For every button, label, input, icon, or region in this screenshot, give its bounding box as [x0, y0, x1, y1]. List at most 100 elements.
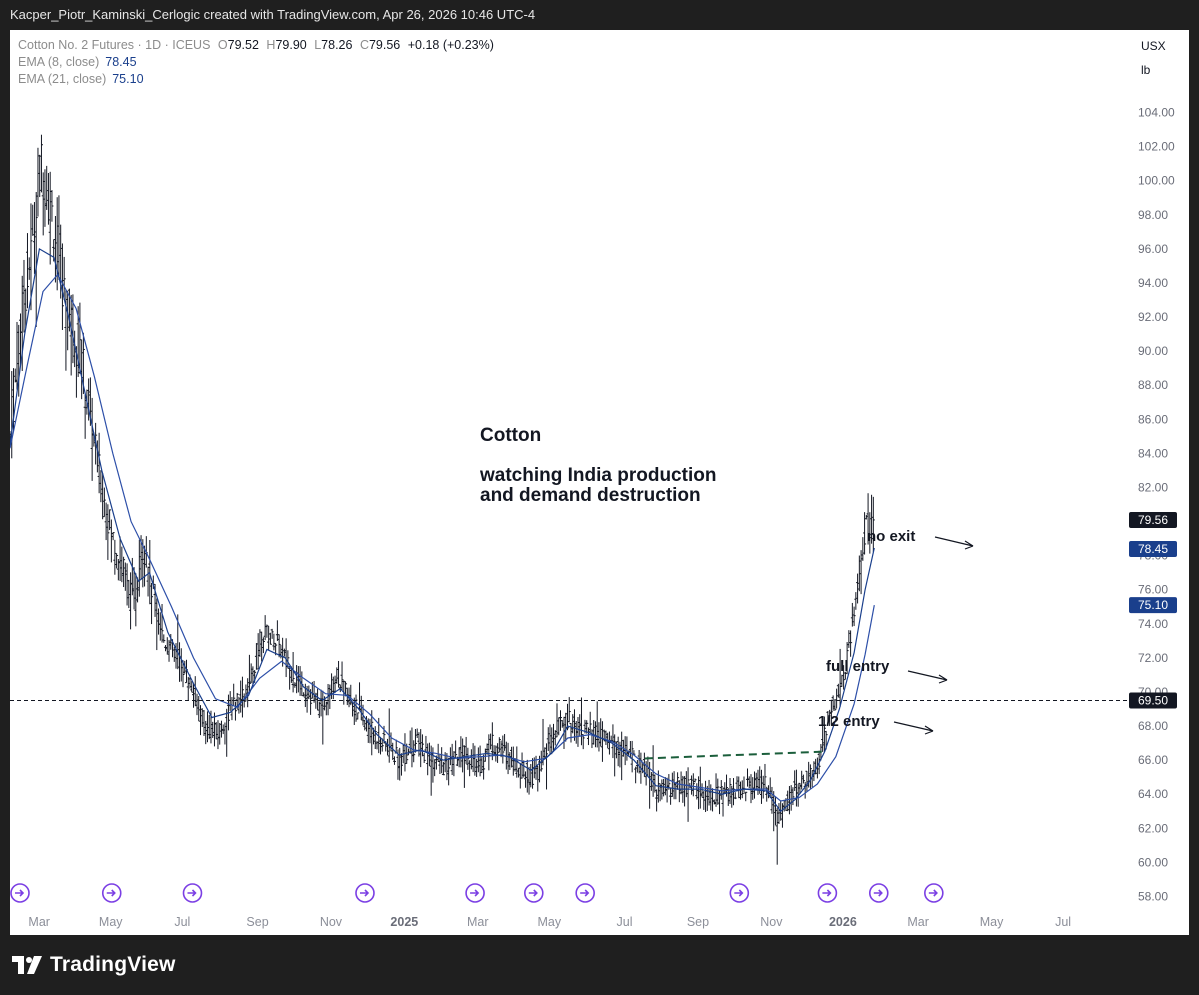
ema21-line — [10, 273, 875, 802]
x-tick-label: 2025 — [390, 915, 418, 929]
x-tick-label: Sep — [246, 915, 268, 929]
ema8-layer — [10, 247, 875, 813]
event-marker-icon[interactable] — [465, 883, 485, 903]
footer: TradingView — [0, 935, 1199, 995]
y-tick-label: 96.00 — [1138, 242, 1168, 256]
x-tick-label: Nov — [320, 915, 343, 929]
y-tick-label: 100.00 — [1138, 174, 1175, 188]
annotation-half-entry: 1/2 entry — [818, 713, 880, 730]
event-marker-icon[interactable] — [182, 883, 203, 903]
ema8-row[interactable]: EMA (8, close) 78.45 — [18, 54, 494, 71]
ema8-label: EMA (8, close) — [18, 55, 100, 69]
y-tick-label: 66.00 — [1138, 753, 1168, 767]
y-tick-label: 72.00 — [1138, 651, 1168, 665]
tag-label: 78.45 — [1138, 542, 1168, 556]
low-label: L — [314, 38, 322, 52]
y-tick-label: 86.00 — [1138, 412, 1168, 426]
y-tick-label: 90.00 — [1138, 344, 1168, 358]
ema21-layer — [10, 273, 875, 802]
event-marker-icon[interactable] — [868, 883, 889, 903]
event-marker-icon[interactable] — [355, 883, 375, 903]
event-marker-icon[interactable] — [817, 883, 838, 903]
tag-bg — [1129, 512, 1177, 529]
tradingview-logo[interactable]: TradingView — [12, 953, 176, 977]
y-tick-label: 92.00 — [1138, 310, 1168, 324]
last-price-tag: 79.56 — [1129, 512, 1177, 529]
y-tick-label: 104.00 — [1138, 106, 1175, 120]
x-tick-label: Mar — [28, 915, 50, 929]
annotation-line-1: watching India production — [479, 465, 716, 486]
x-tick-label: May — [980, 915, 1004, 929]
close-label: C — [359, 38, 369, 52]
x-tick-label: Jul — [174, 915, 190, 929]
event-arrow — [822, 889, 832, 897]
ema8-price-tag: 78.45 — [1129, 540, 1177, 557]
ema21-value: 75.10 — [112, 72, 144, 86]
event-arrow — [187, 889, 197, 897]
x-tick-label: May — [537, 915, 561, 929]
level-layer — [10, 700, 1127, 760]
event-arrow — [470, 889, 480, 897]
event-marker-icon[interactable] — [10, 883, 30, 903]
annotation-title: Cotton — [480, 425, 541, 446]
symbol-legend: Cotton No. 2 Futures · 1D · ICEUS O79.52… — [18, 37, 494, 88]
price-chart[interactable]: 104.00 102.00 100.00 98.00 96.00 94.00 92.00 90… — [10, 30, 1189, 935]
chart-attribution: Kacper_Piotr_Kaminski_Cerlogic created w… — [10, 7, 536, 22]
event-arrow — [528, 889, 538, 897]
y-tick-label: 88.00 — [1138, 378, 1168, 392]
plot-area — [10, 30, 1127, 905]
candles — [10, 134, 875, 865]
level-price-tag: 69.50 — [1129, 692, 1177, 709]
x-tick-label: May — [99, 915, 123, 929]
event-markers[interactable] — [10, 883, 944, 903]
event-marker-icon[interactable] — [523, 883, 544, 903]
x-tick-label: Sep — [687, 915, 709, 929]
tag-bg — [1129, 540, 1177, 557]
event-arrow — [359, 889, 370, 897]
ema21-price-tag: 75.10 — [1129, 597, 1177, 614]
event-arrow — [873, 889, 883, 897]
event-marker-icon[interactable] — [924, 883, 944, 903]
currency-label[interactable]: USX — [1141, 39, 1166, 53]
tag-label: 79.56 — [1138, 513, 1168, 527]
event-arrow — [734, 889, 744, 897]
y-tick-label: 82.00 — [1138, 480, 1168, 494]
y-tick-label: 58.00 — [1138, 889, 1168, 903]
x-tick-label: 2026 — [829, 915, 857, 929]
x-tick-label: Nov — [760, 915, 783, 929]
price-tags: 79.56 78.45 75.10 69.50 — [1129, 512, 1177, 709]
annotation-full-entry: full entry — [826, 658, 890, 675]
ema21-row[interactable]: EMA (21, close) 75.10 — [18, 71, 494, 88]
axis-layer: 104.00 102.00 100.00 98.00 96.00 94.00 92.00 90… — [10, 30, 1175, 929]
high-value: 79.90 — [275, 38, 307, 52]
tag-bg — [1129, 597, 1177, 614]
open-label: O — [217, 38, 228, 52]
open-value: 79.52 — [227, 38, 259, 52]
ema8-value: 78.45 — [105, 55, 137, 69]
ema21-label: EMA (21, close) — [18, 72, 107, 86]
arrow-no-exit — [934, 536, 974, 550]
tradingview-logo-icon — [12, 956, 42, 974]
event-arrow — [580, 889, 590, 897]
x-tick-label: Mar — [907, 915, 929, 929]
arrow-full-entry — [907, 670, 948, 684]
close-value: 79.56 — [368, 38, 401, 52]
arrow-half-entry — [893, 721, 934, 735]
y-tick-label: 84.00 — [1138, 446, 1168, 460]
price-unit-selector[interactable]: USX lb — [1137, 34, 1181, 82]
event-marker-icon[interactable] — [729, 883, 750, 903]
x-tick-label: Mar — [467, 915, 489, 929]
tag-label: 75.10 — [1138, 598, 1168, 612]
unit-label[interactable]: lb — [1141, 63, 1151, 77]
event-marker-icon[interactable] — [101, 883, 122, 903]
y-tick-label: 60.00 — [1138, 855, 1168, 869]
symbol-name: Cotton No. 2 Futures · 1D · ICEUS — [18, 38, 211, 52]
event-arrow — [106, 889, 116, 897]
event-marker-icon[interactable] — [575, 883, 595, 903]
tradingview-brand: TradingView — [50, 953, 176, 976]
ema8-line — [10, 247, 875, 813]
chart-panel[interactable]: 104.00 102.00 100.00 98.00 96.00 94.00 92.00 90… — [10, 30, 1189, 935]
x-tick-label: Jul — [617, 915, 633, 929]
y-tick-label: 74.00 — [1138, 617, 1168, 631]
y-tick-label: 62.00 — [1138, 821, 1168, 835]
